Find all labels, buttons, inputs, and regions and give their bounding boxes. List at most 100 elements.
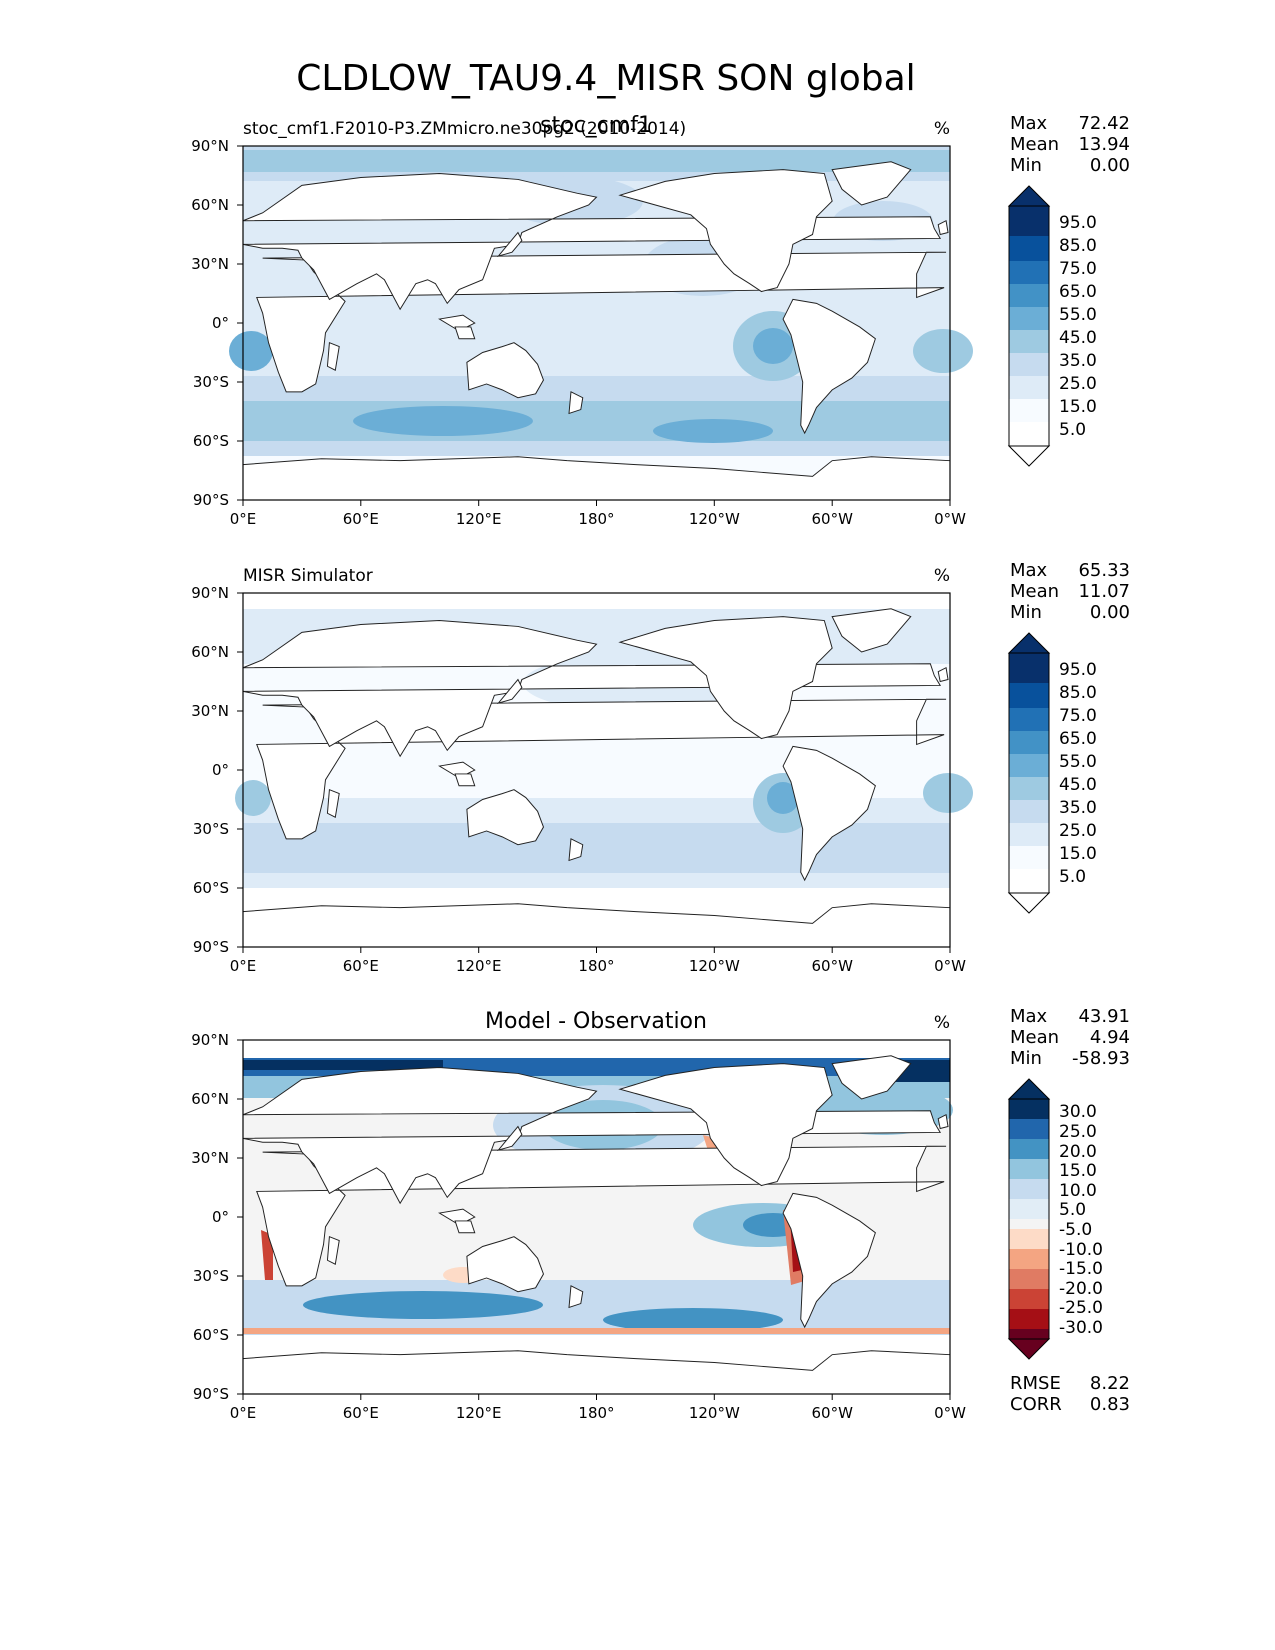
colorbar-tick: 45.0 — [1059, 775, 1097, 795]
x-axis-observation: 0°E 60°E 120°E 180° 120°W 60°W 0°W — [230, 947, 966, 975]
panel-left-title: stoc_cmf1.F2010-P3.ZMmicro.ne30pg2 (2010… — [243, 119, 686, 139]
stats-difference: Max 43.91 Mean 4.94 Min -58.93 — [1010, 1006, 1130, 1069]
metrics-difference: RMSE 8.22 CORR 0.83 — [1010, 1373, 1130, 1415]
panel-model: 0°E 60°E 120°E 180° 120°W 60°W 0°W 90°N … — [191, 113, 973, 528]
colorbar-tick: 15.0 — [1059, 397, 1097, 417]
y-tick-label: 30°S — [193, 1267, 229, 1285]
colorbar-tick: 25.0 — [1059, 821, 1097, 841]
colorbar-tick: -30.0 — [1059, 1318, 1103, 1338]
stats-model: Max 72.42 Mean 13.94 Min 0.00 — [1010, 113, 1130, 176]
y-tick-label: 60°S — [193, 432, 229, 450]
y-tick-label: 30°N — [191, 702, 229, 720]
stat-value: 43.91 — [1078, 1006, 1130, 1027]
colorbar-tick: 5.0 — [1059, 420, 1086, 440]
x-tick-label: 120°W — [689, 957, 740, 975]
panel-units: % — [934, 1013, 950, 1033]
panel-difference: 0°E 60°E 120°E 180° 120°W 60°W 0°W 90°N … — [191, 1009, 966, 1422]
colorbar-difference: 30.0 25.0 20.0 15.0 10.0 5.0 -5.0 -10.0 … — [1007, 1078, 1103, 1360]
map-field-observation — [235, 593, 973, 948]
y-tick-label: 90°S — [193, 1385, 229, 1403]
x-tick-label: 60°W — [811, 957, 853, 975]
colorbar-tick: 35.0 — [1059, 351, 1097, 371]
colorbar-tick: -10.0 — [1059, 1240, 1103, 1260]
x-tick-label: 120°W — [689, 1404, 740, 1422]
panel-units: % — [934, 566, 950, 586]
stat-label: Min — [1010, 602, 1042, 623]
y-tick-label: 0° — [212, 314, 229, 332]
map-field-model — [229, 146, 973, 501]
y-tick-label: 90°N — [191, 1031, 229, 1049]
x-tick-label: 60°E — [343, 1404, 379, 1422]
metric-value: 8.22 — [1090, 1373, 1130, 1394]
x-tick-label: 0°E — [230, 510, 257, 528]
x-tick-label: 180° — [578, 957, 614, 975]
stat-value: 13.94 — [1078, 134, 1130, 155]
colorbar-tick: 25.0 — [1059, 1122, 1097, 1142]
x-tick-label: 0°W — [934, 957, 966, 975]
colorbar-model: 95.0 85.0 75.0 65.0 55.0 45.0 35.0 25.0 … — [1007, 185, 1097, 467]
map-field-difference — [242, 1040, 953, 1395]
stats-observation: Max 65.33 Mean 11.07 Min 0.00 — [1010, 560, 1130, 623]
x-tick-label: 60°W — [811, 1404, 853, 1422]
colorbar-tick: 5.0 — [1059, 867, 1086, 887]
y-tick-label: 30°S — [193, 820, 229, 838]
y-tick-label: 60°S — [193, 879, 229, 897]
stat-value: 65.33 — [1078, 560, 1130, 581]
metric-label: CORR — [1010, 1394, 1062, 1415]
colorbar-tick: 85.0 — [1059, 236, 1097, 256]
x-tick-label: 0°E — [230, 957, 257, 975]
y-tick-label: 60°N — [191, 643, 229, 661]
stat-value: -58.93 — [1072, 1048, 1130, 1069]
stat-label: Max — [1010, 1006, 1048, 1027]
y-tick-label: 90°N — [191, 584, 229, 602]
y-tick-label: 60°N — [191, 196, 229, 214]
colorbar-tick: 65.0 — [1059, 729, 1097, 749]
y-tick-label: 30°N — [191, 255, 229, 273]
colorbar-tick: 95.0 — [1059, 660, 1097, 680]
x-tick-label: 0°E — [230, 1404, 257, 1422]
panel-center-title: stoc_cmf1 — [540, 113, 652, 138]
stat-label: Mean — [1010, 134, 1059, 155]
x-tick-label: 120°E — [456, 510, 502, 528]
colorbar-observation: 95.0 85.0 75.0 65.0 55.0 45.0 35.0 25.0 … — [1007, 632, 1097, 914]
stat-label: Min — [1010, 1048, 1042, 1069]
x-axis-difference: 0°E 60°E 120°E 180° 120°W 60°W 0°W — [230, 1394, 966, 1422]
colorbar-tick: 55.0 — [1059, 752, 1097, 772]
y-tick-label: 30°N — [191, 1149, 229, 1167]
y-tick-label: 60°N — [191, 1090, 229, 1108]
x-tick-label: 60°E — [343, 510, 379, 528]
panel-observation: 0°E 60°E 120°E 180° 120°W 60°W 0°W 90°N … — [191, 566, 973, 975]
colorbar-tick: 85.0 — [1059, 683, 1097, 703]
stat-label: Mean — [1010, 581, 1059, 602]
colorbar-tick: 45.0 — [1059, 328, 1097, 348]
y-axis-observation: 90°N 60°N 30°N 0° 30°S 60°S 90°S — [191, 584, 243, 956]
colorbar-tick: -5.0 — [1059, 1220, 1092, 1240]
stat-value: 0.00 — [1090, 155, 1130, 176]
x-tick-label: 180° — [578, 1404, 614, 1422]
stat-value: 72.42 — [1078, 113, 1130, 134]
y-tick-label: 0° — [212, 1208, 229, 1226]
colorbar-tick: 15.0 — [1059, 844, 1097, 864]
figure-title: CLDLOW_TAU9.4_MISR SON global — [296, 58, 915, 99]
x-tick-label: 120°W — [689, 510, 740, 528]
x-tick-label: 60°E — [343, 957, 379, 975]
y-tick-label: 90°S — [193, 938, 229, 956]
y-tick-label: 90°S — [193, 491, 229, 509]
colorbar-tick: 10.0 — [1059, 1181, 1097, 1201]
colorbar-tick: 75.0 — [1059, 259, 1097, 279]
y-tick-label: 90°N — [191, 137, 229, 155]
colorbar-tick: 55.0 — [1059, 305, 1097, 325]
panel-units: % — [934, 119, 950, 139]
panel-center-title: Model - Observation — [485, 1009, 707, 1034]
colorbar-tick: 35.0 — [1059, 798, 1097, 818]
colorbar-tick: 20.0 — [1059, 1142, 1097, 1162]
y-axis-model: 90°N 60°N 30°N 0° 30°S 60°S 90°S — [191, 137, 243, 509]
x-tick-label: 0°W — [934, 510, 966, 528]
y-tick-label: 60°S — [193, 1326, 229, 1344]
x-tick-label: 120°E — [456, 1404, 502, 1422]
colorbar-tick: 15.0 — [1059, 1161, 1097, 1181]
stat-value: 11.07 — [1078, 581, 1130, 602]
metric-label: RMSE — [1010, 1373, 1061, 1394]
panel-left-title: MISR Simulator — [243, 566, 373, 586]
